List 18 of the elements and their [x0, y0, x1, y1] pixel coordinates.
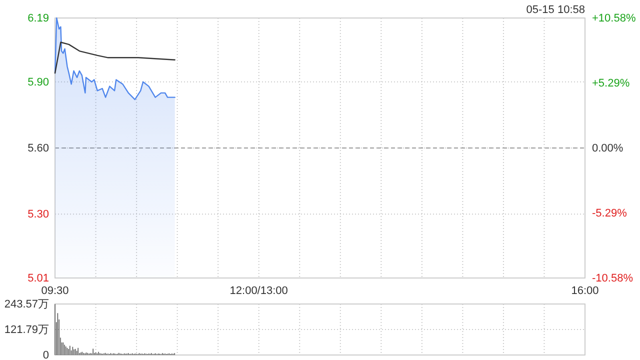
y2-tick-label: +5.29%	[592, 78, 630, 90]
y-tick-label: 5.60	[28, 142, 49, 155]
y-tick-label: 5.30	[28, 208, 49, 221]
x-tick-label: 12:00/13:00	[230, 285, 288, 298]
x-tick-label: 16:00	[571, 285, 599, 298]
chart-subtitle: 05-15 10:58	[526, 4, 585, 16]
y-tick-label: 0	[42, 350, 49, 360]
y-tick-label: 121.79万	[4, 324, 49, 336]
y2-tick-label: +10.58%	[592, 12, 636, 25]
x-tick-label: 09:30	[41, 285, 69, 298]
y-tick-label: 5.01	[28, 272, 49, 285]
y-tick-label: 6.19	[28, 12, 49, 25]
line-series	[54, 42, 176, 74]
y2-tick-label: -10.58%	[592, 272, 634, 285]
y-tick-label: 243.57万	[4, 298, 49, 311]
y2-tick-label: -5.29%	[592, 208, 628, 220]
y-tick-label: 5.90	[28, 76, 49, 88]
y2-tick-label: 0.00%	[592, 142, 624, 155]
